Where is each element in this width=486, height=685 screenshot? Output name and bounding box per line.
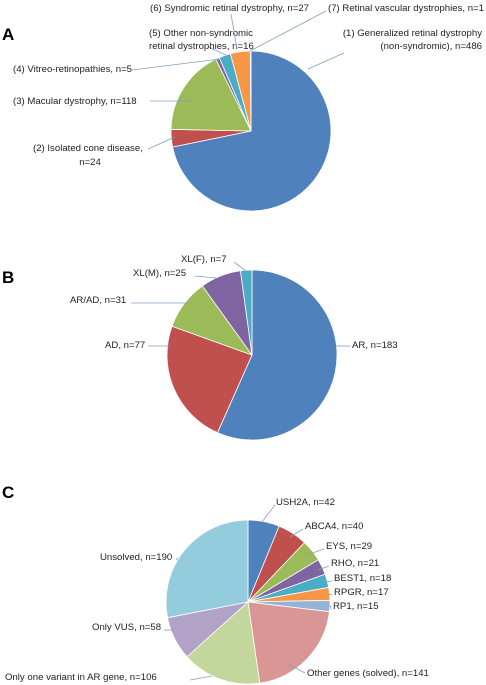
leader-line-a-syndromic-retinal-dystrophy xyxy=(230,13,238,50)
slice-label-c-ush2a: USH2A, n=42 xyxy=(276,497,335,508)
panel-a-letter: A xyxy=(2,25,14,44)
slice-label-a-other-non-syndromic-retinal-dystrophies-line2: retinal dystrophies, n=16 xyxy=(149,41,254,52)
pie-slice-b-ad xyxy=(166,325,253,434)
slice-label-c-rp1: RP1, n=15 xyxy=(333,601,379,612)
slice-label-a-isolated-cone-disease-line1: (2) Isolated cone disease, xyxy=(33,143,143,154)
leader-line-c-rho xyxy=(317,565,330,571)
leader-line-c-abca4 xyxy=(289,528,304,538)
slice-label-a-vitreo-retinopathies: (4) Vitreo-retinopathies, n=5 xyxy=(13,64,132,75)
leader-line-b-xl xyxy=(233,261,247,272)
leader-line-c-eys xyxy=(306,548,325,556)
leader-line-a-other-non-syndromic-retinal-dystrophies xyxy=(207,46,227,56)
slice-label-c-rho: RHO, n=21 xyxy=(331,558,379,569)
pie-slice-a-generalized-retinal-dystrophy xyxy=(172,50,332,212)
leader-line-c-rpgr xyxy=(327,593,333,596)
pie-chart-b: AR, n=183 AD, n=77 AR/AD, n=31 XL(M), n=25 X… xyxy=(70,254,398,441)
pie-chart-a: (1) Generalized retinal dystrophy (non-sy… xyxy=(13,3,484,212)
leader-line-c-only-one-variant-in-ar-gene xyxy=(189,675,213,681)
leader-line-a-isolated-cone-disease xyxy=(147,136,176,150)
pie-slice-c-unsolved xyxy=(165,519,249,619)
slice-label-a-generalized-retinal-dystrophy-line2: (non-syndromic), n=486 xyxy=(380,41,482,52)
slice-label-c-unsolved: Unsolved, n=190 xyxy=(100,552,172,563)
slice-label-c-abca4: ABCA4, n=40 xyxy=(305,521,363,532)
panel-c-letter: C xyxy=(2,483,14,502)
slice-label-c-best1: BEST1, n=18 xyxy=(334,573,391,584)
slice-label-a-generalized-retinal-dystrophy-line1: (1) Generalized retinal dystrophy xyxy=(343,28,482,39)
slice-label-a-other-non-syndromic-retinal-dystrophies-line1: (5) Other non-syndromic xyxy=(149,28,253,39)
leader-line-c-best1 xyxy=(323,580,333,583)
slice-label-b-ar: AR, n=183 xyxy=(352,340,398,351)
leader-line-a-generalized-retinal-dystrophy xyxy=(307,52,345,70)
leader-line-c-rp1 xyxy=(329,604,332,610)
leader-line-b-xl xyxy=(194,275,217,279)
slice-label-b-xl: XL(M), n=25 xyxy=(133,268,186,279)
leader-line-c-ush2a xyxy=(261,504,276,523)
panel-b-letter: B xyxy=(2,268,14,287)
slice-label-a-macular-dystrophy: (3) Macular dystrophy, n=118 xyxy=(13,96,137,107)
slice-label-c-only-vus: Only VUS, n=58 xyxy=(92,622,161,633)
slice-label-c-other-genes: Other genes (solved), n=141 xyxy=(307,668,429,679)
slice-label-b-xl: XL(F), n=7 xyxy=(181,254,227,265)
slice-label-a-syndromic-retinal-dystrophy: (6) Syndromic retinal dystrophy, n=27 xyxy=(150,3,309,14)
slice-label-a-retinal-vascular-dystrophies: (7) Retinal vascular dystrophies, n=1 xyxy=(328,3,484,14)
leader-line-c-other-genes xyxy=(287,663,306,674)
leader-line-a-vitreo-retinopathies xyxy=(131,58,221,71)
pie-slice-a-macular-dystrophy xyxy=(170,58,252,132)
leader-line-c-unsolved xyxy=(175,557,179,561)
slice-label-c-rpgr: RPGR, n=17 xyxy=(334,587,389,598)
slice-label-b-ad: AD, n=77 xyxy=(105,340,145,351)
slice-label-c-only-one-variant-in-ar-gene: Only one variant in AR gene, n=106 xyxy=(5,672,157,683)
pie-slice-c-only-one-variant-in-ar-gene xyxy=(186,601,261,685)
pie-chart-c: USH2A, n=42 ABCA4, n=40 EYS, n=29 RHO, n=21… xyxy=(5,497,429,685)
pie-slice-b-ar xyxy=(216,269,338,441)
slice-label-b-ar-ad: AR/AD, n=31 xyxy=(70,295,126,306)
slice-label-a-isolated-cone-disease-line2: n=24 xyxy=(79,157,101,168)
slice-label-c-eys: EYS, n=29 xyxy=(326,541,372,552)
pie-slice-b-xl xyxy=(240,269,253,356)
pie-slice-c-other-genes xyxy=(247,601,330,684)
leader-line-a-retinal-vascular-dystrophies xyxy=(249,10,327,52)
